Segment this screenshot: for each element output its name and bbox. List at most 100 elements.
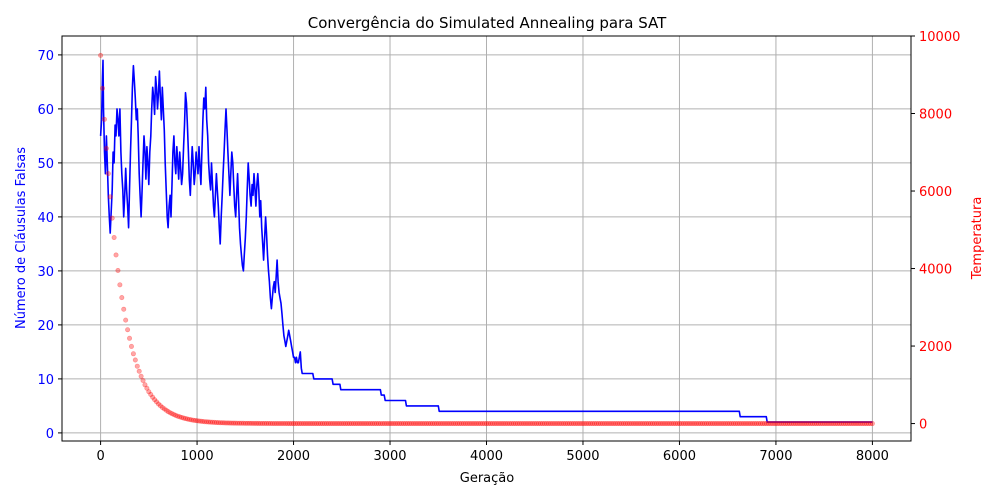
temperature-point [559, 421, 565, 427]
temperature-point [757, 421, 763, 427]
temperature-point [800, 421, 806, 427]
temperature-point [414, 421, 420, 427]
temperature-point [410, 421, 416, 427]
temperature-point [420, 421, 426, 427]
temperature-point [487, 421, 493, 427]
temperature-point [327, 421, 333, 427]
temperature-point [150, 394, 156, 400]
temperature-point [817, 421, 823, 427]
temperature-point [399, 421, 405, 427]
temperature-point [418, 421, 424, 427]
temperature-point [370, 421, 376, 427]
temperature-point [377, 421, 383, 427]
x-tick-label: 7000 [759, 449, 792, 464]
y-left-axis-ticks: 0 10 20 30 40 50 60 70 [37, 49, 62, 442]
temperature-point [238, 420, 244, 426]
temperature-point [593, 421, 599, 427]
temperature-point [123, 317, 129, 323]
temperature-point [273, 421, 279, 427]
temperature-point [341, 421, 347, 427]
temperature-point [684, 421, 690, 427]
temperature-point [379, 421, 385, 427]
temperature-point [460, 421, 466, 427]
temperature-point [188, 417, 194, 423]
temperature-point [638, 421, 644, 427]
temperature-point [364, 421, 370, 427]
temperature-point [292, 421, 298, 427]
temperature-point [756, 421, 762, 427]
temperature-point [387, 421, 393, 427]
temperature-point [237, 420, 243, 426]
temperature-point [673, 421, 679, 427]
temperature-point [428, 421, 434, 427]
temperature-point [458, 421, 464, 427]
temperature-point [441, 421, 447, 427]
y-left-axis-label: Número de Cláusulas Falsas [14, 147, 29, 329]
temperature-point [686, 421, 692, 427]
y-left-tick-label: 20 [37, 319, 54, 334]
temperature-point [177, 414, 183, 420]
temperature-point [707, 421, 713, 427]
x-tick-label: 4000 [470, 449, 503, 464]
y-left-tick-label: 10 [37, 373, 54, 388]
temperature-point [671, 421, 677, 427]
temperature-point [840, 421, 846, 427]
temperature-point [609, 421, 615, 427]
temperature-point [445, 421, 451, 427]
temperature-point [783, 421, 789, 427]
temperature-point [779, 421, 785, 427]
temperature-point [368, 421, 374, 427]
temperature-point [649, 421, 655, 427]
temperature-point [653, 421, 659, 427]
temperature-point [121, 306, 127, 312]
temperature-point [337, 421, 343, 427]
temperature-point [223, 420, 229, 426]
temperature-point [698, 421, 704, 427]
y-right-tick-label: 4000 [919, 263, 952, 278]
temperature-point [773, 421, 779, 427]
temperature-point [617, 421, 623, 427]
temperature-point [470, 421, 476, 427]
temperature-point [308, 421, 314, 427]
temperature-point [518, 421, 524, 427]
temperature-point [381, 421, 387, 427]
temperature-point [283, 421, 289, 427]
temperature-point [264, 420, 270, 426]
temperature-point [167, 410, 173, 416]
temperature-point [429, 421, 435, 427]
temperature-point [242, 420, 248, 426]
temperature-point [161, 406, 167, 412]
temperature-point [520, 421, 526, 427]
temperature-point [688, 421, 694, 427]
temperature-point [462, 421, 468, 427]
temperature-point [767, 421, 773, 427]
temperature-point [790, 421, 796, 427]
temperature-point [132, 357, 138, 363]
temperature-point [439, 421, 445, 427]
temperature-point [478, 421, 484, 427]
temperature-point [676, 421, 682, 427]
temperature-point [443, 421, 449, 427]
y-left-tick-label: 40 [37, 211, 54, 226]
temperature-point [858, 421, 864, 427]
temperature-point [561, 421, 567, 427]
temperature-point [267, 421, 273, 427]
temperature-point [431, 421, 437, 427]
temperature-point [146, 389, 152, 395]
temperature-point [667, 421, 673, 427]
temperature-point [152, 397, 158, 403]
temperature-point [806, 421, 812, 427]
temperature-point [844, 421, 850, 427]
temperature-point [393, 421, 399, 427]
x-tick-label: 0 [96, 449, 104, 464]
temperature-point [717, 421, 723, 427]
temperature-point [729, 421, 735, 427]
temperature-point [250, 420, 256, 426]
temperature-point [522, 421, 528, 427]
temperature-point [501, 421, 507, 427]
temperature-point [219, 420, 225, 426]
temperature-point [426, 421, 432, 427]
temperature-point [777, 421, 783, 427]
temperature-point [642, 421, 648, 427]
temperature-point [389, 421, 395, 427]
